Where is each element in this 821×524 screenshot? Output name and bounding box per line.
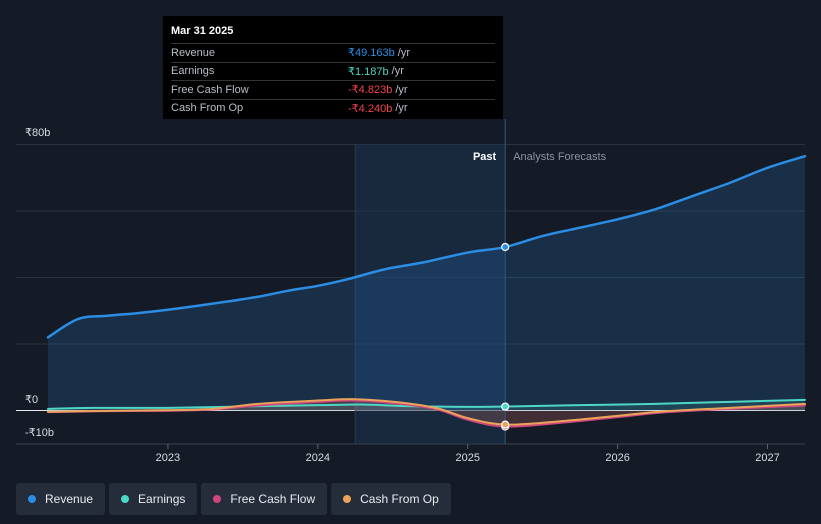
y-axis-label-zero: ₹0	[25, 394, 38, 406]
past-label: Past	[473, 151, 497, 163]
legend-dot-icon	[343, 495, 352, 503]
tooltip-label: Revenue	[171, 46, 216, 59]
revenue-marker	[501, 242, 510, 252]
y-axis-label-negative: -₹10b	[25, 427, 54, 439]
tooltip-value: -₹4.240b	[348, 102, 393, 115]
forecast-label: Analysts Forecasts	[513, 151, 606, 163]
legend-label: Earnings	[138, 492, 186, 506]
legend: Revenue Earnings Free Cash Flow Cash Fro…	[16, 483, 451, 515]
revenue-area	[48, 156, 805, 411]
tooltip-row-free-cash-flow: Free Cash Flow -₹4.823b /yr	[171, 80, 495, 99]
hover-markers	[501, 242, 510, 431]
tooltip-label: Cash From Op	[171, 102, 244, 115]
legend-label: Revenue	[45, 492, 94, 506]
tooltip-label: Earnings	[171, 65, 215, 78]
tooltip-row-earnings: Earnings ₹1.187b /yr	[171, 61, 495, 81]
cash-from-op-marker	[501, 420, 510, 429]
past-shaded-region	[355, 144, 506, 444]
legend-dot-icon	[121, 495, 130, 503]
legend-item-revenue[interactable]: Revenue	[16, 483, 106, 515]
x-tick-label: 2025	[455, 452, 479, 464]
tooltip: Mar 31 2025 Revenue ₹49.163b /yr Earning…	[163, 16, 503, 119]
x-axis-ticks: 2023 2024 2025 2026 2027	[156, 444, 780, 464]
cash-from-op-line	[47, 398, 806, 426]
legend-label: Cash From Op	[360, 492, 439, 506]
tooltip-label: Free Cash Flow	[171, 83, 249, 96]
series-lines	[46, 154, 807, 428]
earnings-line	[47, 398, 806, 410]
tooltip-value: ₹49.163b	[348, 47, 395, 60]
tooltip-unit: /yr	[395, 83, 408, 96]
tooltip-date: Mar 31 2025	[171, 25, 234, 37]
tooltip-value: -₹4.823b	[348, 84, 393, 97]
tooltip-unit: /yr	[397, 46, 410, 59]
x-tick-label: 2027	[755, 452, 779, 464]
legend-dot-icon	[28, 495, 36, 503]
tooltip-unit: /yr	[395, 102, 408, 115]
x-tick-label: 2024	[306, 452, 330, 464]
x-tick-label: 2023	[156, 452, 180, 464]
legend-item-earnings[interactable]: Earnings	[109, 483, 198, 515]
legend-dot-icon	[213, 495, 222, 503]
tooltip-row-revenue: Revenue ₹49.163b /yr	[171, 43, 495, 62]
earnings-marker	[501, 402, 510, 411]
legend-item-cash-from-op[interactable]: Cash From Op	[331, 483, 451, 515]
legend-label: Free Cash Flow	[230, 492, 316, 506]
legend-item-free-cash-flow[interactable]: Free Cash Flow	[201, 483, 328, 515]
tooltip-row-cash-from-op: Cash From Op -₹4.240b /yr	[171, 98, 495, 118]
revenue-line	[46, 154, 807, 339]
tooltip-unit: /yr	[391, 65, 404, 78]
y-axis-label-top: ₹80b	[25, 127, 50, 139]
x-tick-label: 2026	[605, 452, 629, 464]
tooltip-value: ₹1.187b	[348, 65, 389, 78]
